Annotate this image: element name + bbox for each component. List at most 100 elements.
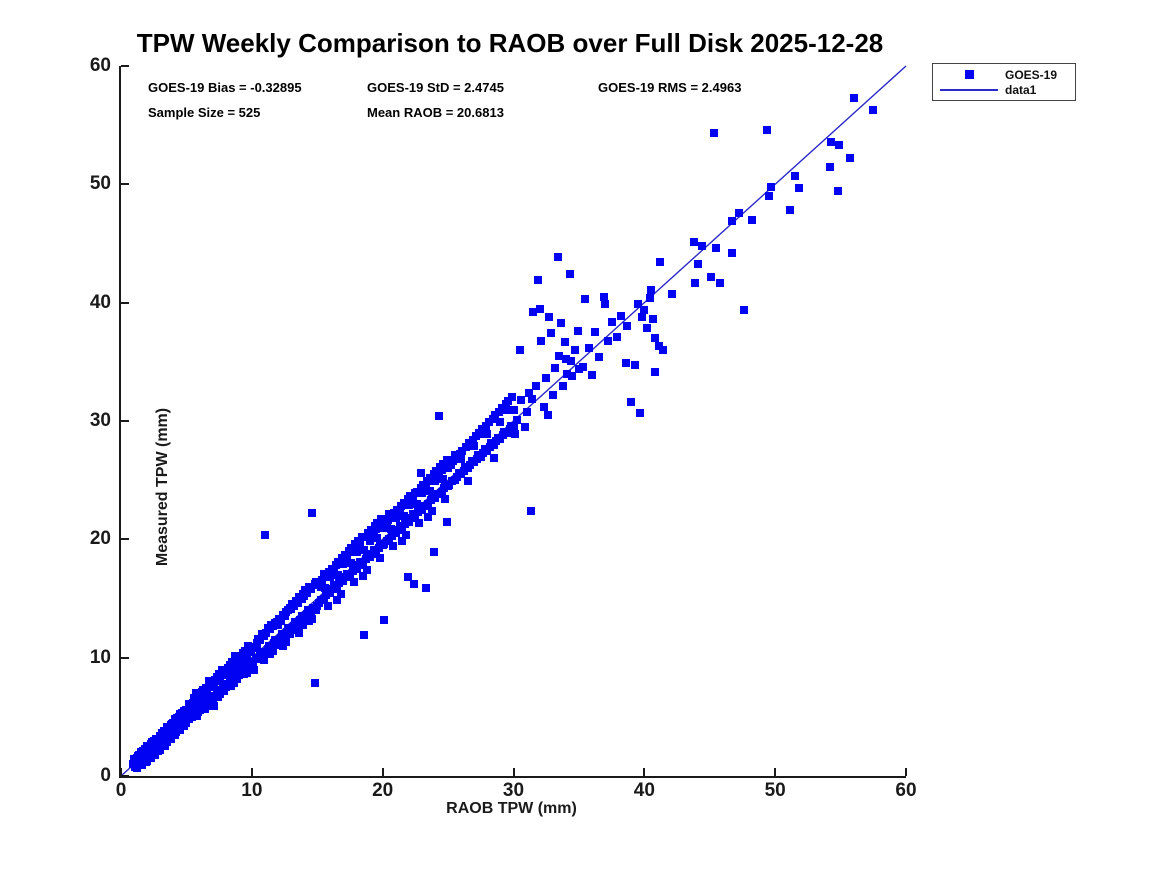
scatter-point <box>421 583 430 592</box>
scatter-point <box>697 241 706 250</box>
scatter-point <box>238 648 247 657</box>
scatter-point <box>204 677 213 686</box>
scatter-point <box>483 430 492 439</box>
scatter-point <box>570 346 579 354</box>
legend-marker-cell <box>933 70 1005 79</box>
scatter-point <box>308 509 317 518</box>
scatter-point <box>835 141 844 150</box>
y-tick <box>121 538 129 541</box>
scatter-point <box>239 670 248 679</box>
scatter-point <box>563 369 572 378</box>
scatter-point <box>763 125 772 134</box>
scatter-point <box>376 554 385 563</box>
scatter-point <box>585 343 594 352</box>
scatter-point <box>424 512 433 521</box>
scatter-point <box>225 660 234 669</box>
scatter-point <box>294 628 303 637</box>
scatter-point <box>529 308 538 317</box>
stat-bias: GOES-19 Bias = -0.32895 <box>148 80 302 95</box>
scatter-point <box>373 534 382 543</box>
scatter-point <box>640 305 649 314</box>
scatter-point <box>434 412 443 421</box>
scatter-point <box>601 299 610 308</box>
scatter-point <box>827 137 836 146</box>
scatter-point <box>649 315 658 324</box>
scatter-point <box>305 616 314 625</box>
scatter-point <box>434 470 443 479</box>
scatter-point <box>693 259 702 268</box>
scatter-point <box>209 702 218 711</box>
y-tick <box>121 183 129 186</box>
scatter-point <box>845 154 854 163</box>
scatter-point <box>134 751 142 760</box>
scatter-point <box>386 524 395 533</box>
x-tick-label: 50 <box>764 780 786 801</box>
scatter-point <box>347 559 356 567</box>
scatter-point <box>633 299 642 308</box>
scatter-point <box>345 548 354 557</box>
scatter-point <box>162 737 171 746</box>
y-tick-label: 40 <box>89 291 111 313</box>
scatter-point <box>734 208 743 217</box>
x-tick-label: 40 <box>633 780 655 801</box>
scatter-point <box>379 615 388 624</box>
scatter-point <box>513 415 522 424</box>
scatter-point <box>310 678 319 687</box>
scatter-point <box>272 640 281 649</box>
scatter-point <box>707 272 716 281</box>
legend: GOES-19 data1 <box>932 63 1076 101</box>
scatter-point <box>410 580 419 589</box>
x-tick <box>643 768 646 776</box>
scatter-point <box>691 278 700 287</box>
scatter-point <box>438 474 447 483</box>
scatter-point <box>188 711 197 720</box>
scatter-point <box>330 566 339 575</box>
scatter-point <box>187 701 196 709</box>
scatter-point <box>157 740 166 749</box>
x-axis-label: RAOB TPW (mm) <box>446 800 577 817</box>
scatter-point <box>568 372 577 381</box>
x-tick-label: 10 <box>241 780 263 801</box>
scatter-point <box>496 418 505 427</box>
scatter-point <box>253 644 262 653</box>
scatter-point <box>517 395 526 404</box>
scatter-point <box>352 548 361 557</box>
scatter-point <box>362 566 371 575</box>
scatter-point <box>556 318 565 327</box>
y-tick-label: 0 <box>100 765 111 786</box>
scatter-point <box>431 477 439 486</box>
scatter-point <box>642 323 651 332</box>
scatter-point <box>565 270 574 279</box>
scatter-point <box>360 631 369 640</box>
scatter-point <box>428 506 437 515</box>
scatter-point <box>727 248 736 257</box>
scatter-point <box>622 359 631 368</box>
scatter-point <box>385 510 394 519</box>
scatter-point <box>567 356 576 365</box>
scatter-point <box>525 388 534 397</box>
scatter-point <box>170 730 179 739</box>
scatter-point <box>553 252 562 261</box>
scatter-point <box>849 93 858 102</box>
scatter-point <box>612 332 621 341</box>
scatter-point <box>220 686 229 695</box>
scatter-point <box>489 453 498 462</box>
scatter-point <box>194 708 203 717</box>
scatter-point <box>727 217 736 226</box>
scatter-point <box>636 408 645 417</box>
scatter-point <box>326 573 335 582</box>
scatter-point <box>166 721 175 730</box>
scatter-point <box>332 595 341 604</box>
scatter-point <box>212 672 221 681</box>
scatter-point <box>412 499 421 508</box>
x-tick <box>381 768 384 776</box>
scatter-point <box>137 756 146 765</box>
scatter-point <box>463 477 472 486</box>
scatter-point <box>623 322 632 331</box>
scatter-point <box>521 422 530 431</box>
scatter-point <box>365 536 374 545</box>
plot-area: 0 10 20 30 40 50 60 0 10 20 30 40 50 60 GOES-19 Bias … <box>90 55 917 801</box>
scatter-point <box>425 486 434 495</box>
y-tick-label: 50 <box>89 173 111 195</box>
stat-sample-size: Sample Size = 525 <box>148 105 261 120</box>
